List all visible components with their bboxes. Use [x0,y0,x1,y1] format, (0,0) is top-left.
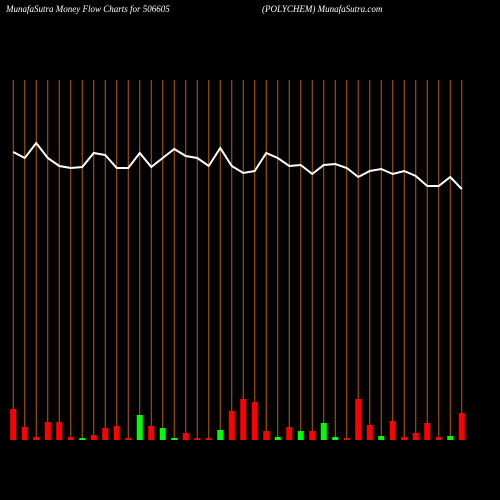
bar [274,437,281,440]
bar [251,402,258,440]
bar [343,438,350,440]
bar [366,425,373,440]
bar [447,436,454,440]
bar [320,423,327,440]
bar [67,437,74,440]
bar [378,436,385,440]
bar [355,399,362,440]
bar [125,438,132,440]
bar [10,409,17,440]
bar [102,428,109,440]
bar [217,430,224,440]
bar [286,427,293,440]
bar [309,431,316,440]
bar [412,433,419,440]
bar [435,437,442,440]
bar [44,422,51,440]
bar [263,431,270,440]
money-flow-line [12,141,463,190]
bar [79,438,86,440]
bar [90,435,97,440]
bar [136,415,143,440]
bar [194,438,201,440]
bar [159,428,166,440]
chart-title: MunafaSutra Money Flow Charts for 506605 [5,4,170,14]
bar [113,426,120,440]
bar [228,411,235,440]
bar [389,421,396,440]
bar [148,426,155,440]
bar [332,437,339,440]
bar [33,437,40,440]
bar [401,437,408,440]
bar [297,431,304,440]
bar [424,423,431,440]
bar [56,422,63,440]
bar [240,399,247,440]
chart-subtitle: (POLYCHEM) MunafaSutra.com [262,4,383,14]
bar [458,413,465,440]
bar [205,438,212,440]
bar [182,433,189,440]
bar [171,438,178,440]
bar [21,427,28,440]
